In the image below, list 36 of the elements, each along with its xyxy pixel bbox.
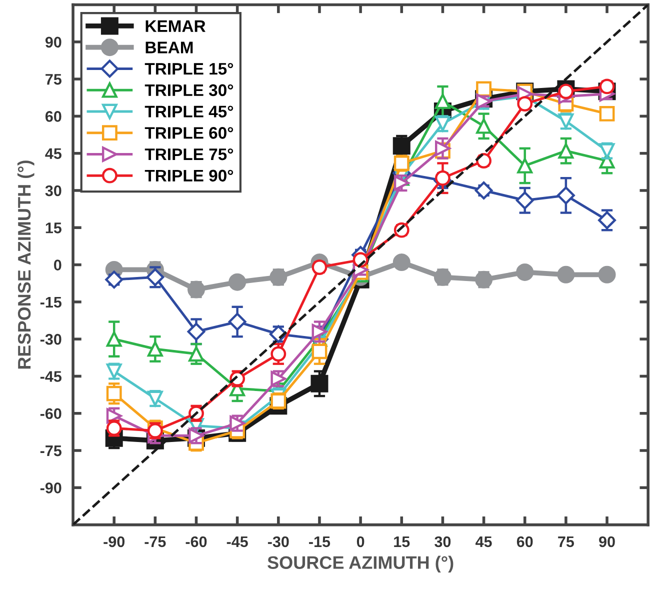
legend-label: KEMAR xyxy=(146,20,206,32)
y-tick-label: -90 xyxy=(40,482,62,494)
x-tick-label: -45 xyxy=(226,536,248,548)
y-tick-label: 75 xyxy=(46,74,62,85)
y-tick-label: -15 xyxy=(40,296,62,308)
x-tick-label: -90 xyxy=(104,536,125,548)
x-tick-label: -75 xyxy=(144,536,166,548)
x-tick-label: 30 xyxy=(434,536,451,548)
legend-label: TRIPLE 15° xyxy=(144,62,234,75)
x-tick-label: 15 xyxy=(394,536,410,548)
x-axis-title: SOURCE AZIMUTH (°) xyxy=(268,556,454,573)
y-tick-label: -75 xyxy=(40,446,62,456)
x-tick-label: -15 xyxy=(309,536,330,548)
x-tick-label: 75 xyxy=(558,536,574,548)
x-tick-label: 60 xyxy=(516,536,533,548)
legend-label: TRIPLE 75° xyxy=(144,148,234,160)
y-tick-label: -45 xyxy=(40,371,62,382)
y-tick-label: 0 xyxy=(54,260,62,270)
y-tick-label: 30 xyxy=(45,185,62,196)
x-tick-label: -60 xyxy=(186,536,207,548)
y-tick-label: 15 xyxy=(46,222,62,234)
y-tick-label: -30 xyxy=(40,334,62,345)
x-tick-label: 90 xyxy=(599,536,615,548)
y-tick-label: 60 xyxy=(45,111,62,122)
legend-label: TRIPLE 90° xyxy=(144,170,234,182)
x-tick-label: -30 xyxy=(268,536,289,548)
legend-label: TRIPLE 30° xyxy=(144,84,234,96)
y-tick-label: 45 xyxy=(45,148,62,160)
y-tick-label: 90 xyxy=(45,36,62,48)
y-axis-title: RESPONSE AZIMUTH (°) xyxy=(17,160,34,369)
x-tick-label: 0 xyxy=(356,536,364,548)
legend-label: TRIPLE 45° xyxy=(144,106,234,118)
y-tick-label: -60 xyxy=(40,408,62,420)
legend-label: BEAM xyxy=(146,42,193,54)
x-tick-label: 45 xyxy=(476,536,492,548)
legend-label: TRIPLE 60° xyxy=(144,127,234,139)
